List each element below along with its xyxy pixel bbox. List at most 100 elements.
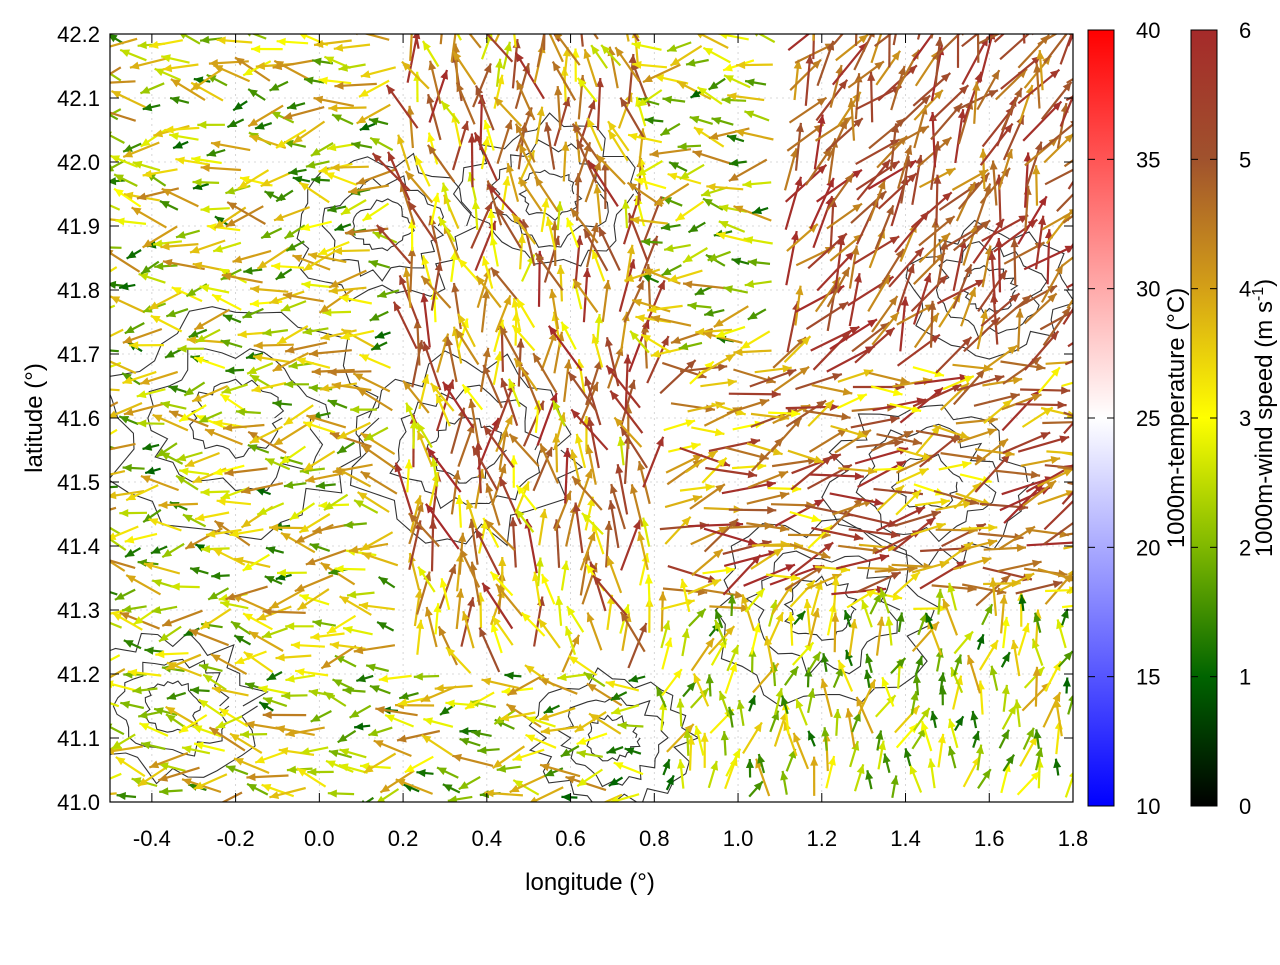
- wind-arrow: [1011, 640, 1020, 676]
- wind-arrow: [794, 611, 805, 624]
- wind-arrow: [668, 271, 702, 283]
- wind-arrow: [247, 363, 273, 374]
- wind-arrow: [736, 61, 773, 69]
- temperature-colorbar-label: 1000m-temperature (°C): [1163, 288, 1190, 548]
- wind-arrow: [316, 481, 336, 489]
- wind-arrow: [939, 461, 972, 470]
- colorbar-tick-label: 15: [1136, 665, 1160, 690]
- wind-arrow: [796, 123, 804, 171]
- wind-arrow: [733, 370, 775, 384]
- wind-arrow: [796, 699, 807, 725]
- wind-arrow: [115, 590, 135, 600]
- wind-arrow: [695, 287, 713, 295]
- wind-arrow: [110, 296, 145, 312]
- wind-vectors: [75, 0, 1115, 812]
- wind-arrow: [808, 731, 816, 747]
- wind-arrow: [179, 468, 209, 476]
- wind-arrow: [683, 682, 696, 697]
- wind-arrow: [276, 191, 293, 202]
- wind-arrow: [629, 675, 646, 683]
- wind-arrow: [358, 798, 374, 808]
- wind-arrow: [211, 572, 230, 580]
- wind-arrow: [357, 388, 392, 410]
- wind-arrow: [227, 119, 243, 127]
- wind-arrow: [549, 326, 582, 371]
- wind-arrow: [970, 711, 978, 728]
- wind-arrow: [149, 518, 182, 530]
- wind-arrow: [1002, 652, 1010, 667]
- wind-arrow: [377, 290, 399, 298]
- wind-arrow: [1055, 720, 1063, 754]
- wind-arrow: [643, 437, 663, 488]
- wind-arrow: [915, 656, 923, 675]
- wind-arrow: [112, 734, 136, 748]
- wind-arrow: [152, 606, 177, 614]
- wind-arrow: [974, 16, 982, 63]
- wind-arrow: [212, 686, 249, 696]
- x-tick-label: 1.2: [806, 826, 837, 851]
- wind-arrow: [159, 627, 181, 642]
- wind-arrow: [664, 244, 691, 252]
- wind-arrow: [561, 746, 579, 757]
- wind-arrow: [339, 295, 372, 304]
- wind-arrow: [1068, 0, 1089, 46]
- wind-arrow: [266, 546, 284, 554]
- wind-arrow: [917, 426, 941, 454]
- wind-arrow: [439, 626, 457, 665]
- wind-arrow: [168, 385, 186, 393]
- wind-arrow: [328, 790, 354, 798]
- wind-arrow: [458, 259, 480, 284]
- wind-arrow: [276, 654, 312, 662]
- wind-arrow: [272, 400, 292, 408]
- wind-arrow: [695, 31, 729, 48]
- x-tick-label: 0.6: [555, 826, 586, 851]
- wind-arrow: [836, 554, 889, 569]
- wind-arrow: [1063, 678, 1071, 694]
- wind-arrow: [1020, 386, 1070, 394]
- wind-arrow: [787, 612, 795, 646]
- wind-arrow: [276, 269, 292, 279]
- wind-arrow: [790, 512, 821, 522]
- wind-arrow: [900, 297, 909, 352]
- wind-arrow: [447, 14, 461, 41]
- wind-arrow: [432, 262, 443, 311]
- wind-arrow: [709, 761, 718, 788]
- wind-arrow: [741, 331, 770, 348]
- wind-arrow: [347, 591, 375, 599]
- wind-arrow: [621, 612, 645, 652]
- wind-arrow: [101, 358, 136, 374]
- wind-arrow: [159, 787, 182, 795]
- wind-arrow: [160, 201, 178, 210]
- wind-arrow: [137, 419, 164, 427]
- wind-arrow: [1053, 698, 1062, 736]
- wind-arrow: [258, 685, 288, 693]
- wind-arrow: [444, 195, 459, 229]
- wind-arrow: [141, 741, 165, 749]
- wind-arrow: [103, 723, 124, 734]
- wind-arrow: [619, 4, 629, 42]
- wind-arrow: [669, 162, 687, 171]
- wind-arrow: [1026, 142, 1042, 188]
- wind-arrow: [504, 672, 521, 680]
- wind-arrow: [456, 495, 464, 528]
- wind-arrow: [716, 327, 745, 338]
- wind-arrow: [1068, 693, 1076, 715]
- wind-arrow: [744, 236, 773, 244]
- x-tick-label: -0.2: [217, 826, 255, 851]
- wind-arrow: [771, 418, 801, 452]
- wind-arrow: [161, 54, 189, 62]
- wind-arrow: [379, 675, 412, 683]
- wind-arrow: [360, 532, 392, 550]
- wind-arrow: [139, 723, 168, 736]
- wind-arrow: [990, 666, 998, 691]
- wind-arrow: [729, 159, 747, 167]
- wind-arrow: [151, 316, 182, 332]
- x-tick-label: 1.4: [890, 826, 921, 851]
- wind-arrow: [650, 149, 692, 157]
- wind-arrow: [285, 225, 305, 238]
- wind-arrow: [810, 0, 818, 40]
- wind-arrow: [329, 271, 366, 288]
- wind-arrow: [283, 292, 324, 301]
